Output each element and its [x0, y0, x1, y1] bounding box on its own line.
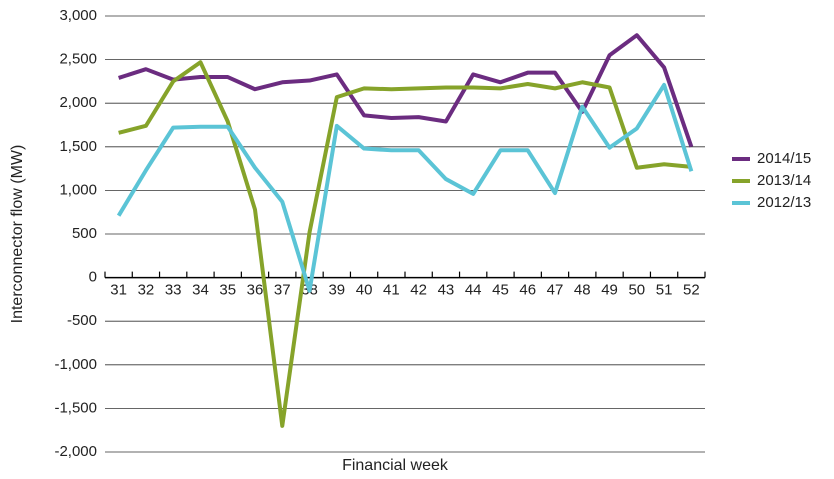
y-tick-label: 2,500: [59, 51, 97, 68]
series-line: [118, 60, 692, 428]
x-tick-label: 45: [492, 282, 509, 299]
x-tick-label: 37: [274, 282, 291, 299]
y-tick-label: 500: [72, 225, 97, 242]
y-tick-label: -2,000: [54, 443, 97, 460]
x-tick-label: 40: [356, 282, 373, 299]
legend-label: 2013/14: [757, 172, 811, 189]
x-axis-title: Financial week: [342, 457, 449, 474]
series-line: [116, 82, 694, 293]
x-tick-label: 41: [383, 282, 400, 299]
x-tick-label: 35: [219, 282, 236, 299]
y-tick-label: -1,000: [54, 356, 97, 373]
x-tick-label: 49: [601, 282, 618, 299]
x-tick-label: 46: [519, 282, 536, 299]
x-tick-label: 36: [247, 282, 264, 299]
x-tick-label: 39: [328, 282, 345, 299]
x-tick-label: 44: [465, 282, 482, 299]
legend-label: 2014/15: [757, 150, 811, 167]
x-tick-label: 47: [547, 282, 564, 299]
x-tick-label: 51: [656, 282, 673, 299]
y-tick-label: 0: [89, 269, 97, 286]
x-tick-label: 43: [438, 282, 455, 299]
y-tick-label: 3,000: [59, 7, 97, 24]
series-line: [118, 33, 694, 148]
legend-label: 2012/13: [757, 194, 811, 211]
y-tick-label: 2,000: [59, 94, 97, 111]
x-tick-label: 33: [165, 282, 182, 299]
x-tick-label: 31: [110, 282, 127, 299]
x-tick-label: 48: [574, 282, 591, 299]
y-tick-label: 1,500: [59, 138, 97, 155]
y-tick-label: 1,000: [59, 181, 97, 198]
y-tick-label: -500: [67, 312, 97, 329]
x-tick-label: 42: [410, 282, 427, 299]
x-tick-label: 32: [138, 282, 155, 299]
y-tick-label: -1,500: [54, 399, 97, 416]
y-axis-title: Interconnector flow (MW): [9, 145, 26, 324]
x-tick-label: 34: [192, 282, 209, 299]
x-tick-label: 52: [683, 282, 700, 299]
x-tick-label: 50: [628, 282, 645, 299]
